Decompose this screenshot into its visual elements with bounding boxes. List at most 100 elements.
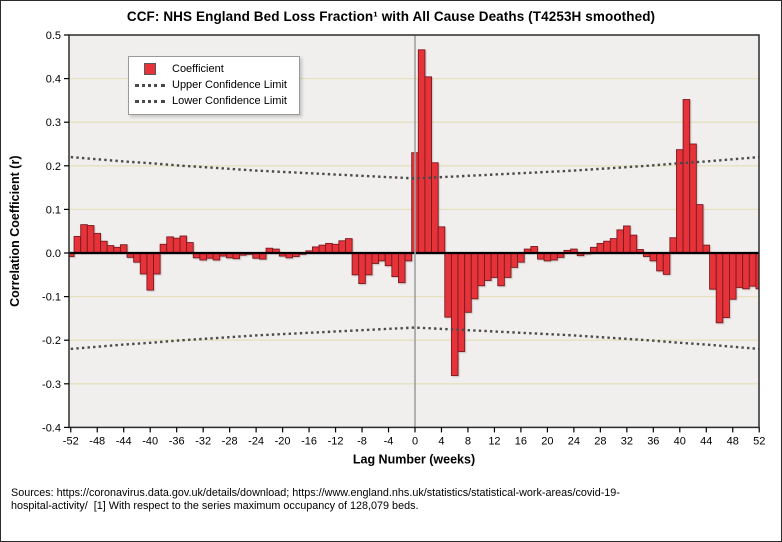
- coefficient-bar: [623, 225, 631, 254]
- coefficient-bar: [490, 252, 499, 278]
- coefficient-bar: [325, 242, 333, 254]
- x-tick-label: -52: [63, 435, 79, 447]
- x-tick-label: -36: [169, 435, 185, 447]
- coefficient-bar: [384, 252, 393, 267]
- coefficient-bar: [100, 240, 108, 254]
- coefficient-bar: [702, 244, 711, 254]
- coefficient-bar: [616, 229, 624, 254]
- legend-item-coefficient: Coefficient: [135, 62, 287, 76]
- y-tick-label: 0.4: [46, 74, 61, 86]
- coefficient-swatch-icon: [144, 63, 156, 75]
- coefficient-bar: [656, 252, 664, 272]
- coefficient-bar: [676, 149, 684, 254]
- legend-upper-label: Upper Confidence Limit: [172, 78, 287, 91]
- legend-item-lower-cl: Lower Confidence Limit: [135, 94, 287, 108]
- coefficient-bar: [596, 242, 605, 254]
- legend-coefficient-label: Coefficient: [172, 62, 224, 75]
- x-tick-label: 48: [727, 435, 739, 447]
- coefficient-bar: [133, 252, 141, 263]
- y-tick-label: 0.5: [46, 30, 61, 42]
- coefficient-bar: [318, 244, 327, 254]
- coefficient-bar: [179, 235, 188, 254]
- x-tick-label: -40: [142, 435, 158, 447]
- x-tick-label: 36: [647, 435, 659, 447]
- coefficient-bar: [464, 252, 472, 313]
- page-title: CCF: NHS England Bed Loss Fraction¹ with…: [126, 9, 656, 24]
- coefficient-bar: [669, 237, 677, 254]
- x-tick-label: -20: [275, 435, 291, 447]
- coefficient-bar: [159, 243, 168, 254]
- coefficient-bar: [139, 252, 148, 275]
- coefficient-bar: [73, 235, 82, 254]
- x-tick-label: 16: [515, 435, 527, 447]
- coefficient-bar: [391, 252, 399, 277]
- x-tick-label: -24: [248, 435, 264, 447]
- coefficient-bar: [371, 252, 380, 264]
- coefficient-bar: [106, 245, 115, 254]
- coefficient-bar: [709, 252, 717, 290]
- coefficient-bar: [119, 244, 128, 254]
- y-tick-label: 0.0: [46, 248, 61, 260]
- plot-frame: [68, 34, 760, 429]
- coefficient-bar: [80, 224, 88, 254]
- coefficient-bar: [695, 204, 704, 254]
- legend: Coefficient Upper Confidence Limit Lower…: [128, 56, 300, 115]
- x-tick-label: -32: [195, 435, 211, 447]
- y-tick-label: 0.1: [46, 204, 61, 216]
- coefficient-bar: [470, 252, 479, 300]
- coefficient-bar: [444, 252, 452, 318]
- x-tick-label: -8: [357, 435, 367, 447]
- x-tick-label: -44: [116, 435, 132, 447]
- coefficient-bar: [450, 252, 459, 376]
- coefficient-bar: [742, 252, 750, 290]
- coefficient-bar: [404, 252, 413, 262]
- coefficient-bar: [417, 49, 426, 254]
- coefficient-bar: [378, 252, 386, 262]
- coefficient-bar: [93, 232, 102, 254]
- coefficient-bar: [351, 252, 360, 276]
- legend-item-upper-cl: Upper Confidence Limit: [135, 78, 287, 92]
- x-tick-label: 24: [568, 435, 580, 447]
- x-tick-label: -16: [301, 435, 317, 447]
- coefficient-bar: [689, 143, 697, 254]
- source-note-line1: Sources: https://coronavirus.data.gov.uk…: [11, 487, 620, 499]
- coefficient-bar: [543, 252, 552, 262]
- y-tick-label: -0.3: [42, 379, 61, 391]
- x-tick-label: -4: [384, 435, 394, 447]
- coefficient-bar: [484, 252, 492, 281]
- coefficient-bar: [364, 252, 373, 276]
- x-tick-label: 4: [438, 435, 444, 447]
- coefficient-bar: [86, 225, 95, 254]
- coefficient-bar: [186, 242, 194, 254]
- coefficient-bar: [748, 252, 757, 287]
- x-tick-label: -12: [328, 435, 344, 447]
- lower-confidence-swatch-icon: [135, 99, 165, 103]
- coefficient-bar: [662, 252, 671, 275]
- coefficient-bar: [166, 236, 174, 254]
- coefficient-bar: [398, 252, 406, 284]
- x-tick-label: 20: [541, 435, 553, 447]
- coefficient-bar: [735, 252, 744, 288]
- coefficient-bar: [358, 252, 366, 284]
- coefficient-bar: [437, 226, 446, 254]
- x-tick-label: 0: [412, 435, 418, 447]
- coefficient-bar: [497, 252, 505, 287]
- coefficient-bar: [629, 234, 638, 254]
- coefficient-bar: [146, 252, 154, 291]
- y-tick-label: -0.4: [42, 422, 61, 434]
- coefficient-bar: [457, 252, 466, 352]
- coefficient-bar: [722, 252, 730, 318]
- coefficient-bar: [345, 238, 353, 254]
- coefficient-bar: [715, 252, 724, 324]
- coefficient-bar: [517, 252, 525, 263]
- x-tick-label: 28: [594, 435, 606, 447]
- coefficient-bar: [609, 238, 618, 254]
- legend-lower-label: Lower Confidence Limit: [172, 94, 287, 107]
- x-tick-label: 40: [674, 435, 686, 447]
- coefficient-bar: [153, 252, 161, 275]
- coefficient-bar: [682, 99, 691, 254]
- coefficient-bar: [649, 252, 658, 262]
- coefficient-bar: [338, 240, 346, 254]
- y-tick-label: -0.2: [42, 335, 61, 347]
